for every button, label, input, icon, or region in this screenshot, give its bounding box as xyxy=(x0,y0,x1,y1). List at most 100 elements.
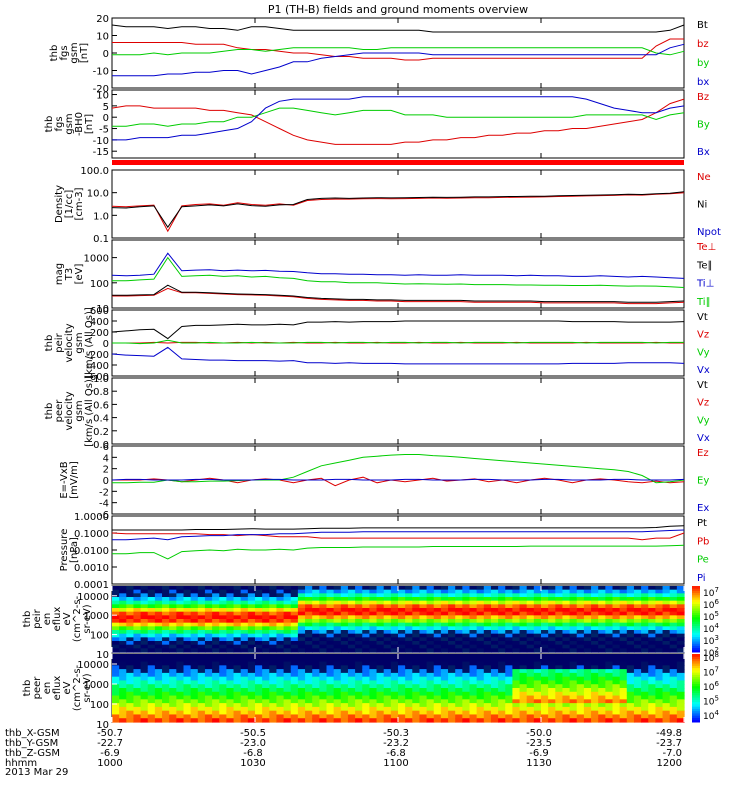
spectrogram-cell xyxy=(283,676,292,682)
spectrogram-cell xyxy=(648,630,656,635)
spectrogram-cell xyxy=(204,688,213,693)
series-line-Pe xyxy=(112,544,685,560)
spectrogram-cell xyxy=(197,626,206,631)
spectrogram-cell xyxy=(312,669,320,674)
spectrogram-cell xyxy=(133,644,142,649)
spectrogram-cell xyxy=(140,619,149,624)
spectrogram-cell xyxy=(305,604,313,609)
spectrogram-cell xyxy=(633,699,642,704)
spectrogram-cell xyxy=(433,703,442,708)
spectrogram-cell xyxy=(512,637,521,642)
spectrogram-cell xyxy=(154,695,163,700)
spectrogram-cell xyxy=(462,648,471,653)
spectrogram-cell xyxy=(648,593,656,598)
series-line-Ti∥ xyxy=(112,256,685,288)
spectrogram-cell xyxy=(641,676,649,682)
spectrogram-cell xyxy=(426,699,435,704)
spectrogram-cell xyxy=(326,657,335,663)
spectrogram-cell xyxy=(162,593,170,598)
spectrogram-cell xyxy=(519,661,528,666)
spectrogram-cell xyxy=(576,630,585,635)
spectrogram-cell xyxy=(233,619,242,624)
spectrogram-cell xyxy=(455,622,463,627)
spectrogram-cell xyxy=(190,589,199,594)
spectrogram-cell xyxy=(305,661,313,666)
spectrogram-cell xyxy=(312,619,320,624)
spectrogram-cell xyxy=(319,615,328,620)
colorbar-segment xyxy=(692,601,700,605)
spectrogram-cell xyxy=(147,586,156,591)
spectrogram-cell xyxy=(426,626,435,631)
spectrogram-cell xyxy=(197,657,206,663)
spectrogram-cell xyxy=(426,680,435,685)
spectrogram-cell xyxy=(591,611,599,616)
spectrogram-cell xyxy=(633,657,642,663)
spectrogram-cell xyxy=(190,684,199,689)
legend-entry: Vy xyxy=(697,347,710,358)
spectrogram-cell xyxy=(583,688,592,693)
spectrogram-cell xyxy=(526,657,535,663)
spectrogram-cell xyxy=(655,703,664,708)
spectrogram-cell xyxy=(541,703,549,708)
spectrogram-cell xyxy=(226,699,235,704)
spectrogram-cell xyxy=(662,641,671,646)
spectrogram-cell xyxy=(505,684,513,689)
spectrogram-cell xyxy=(276,604,285,609)
spectrogram-cell xyxy=(462,604,471,609)
spectrogram-cell xyxy=(598,691,606,697)
spectrogram-cell xyxy=(641,615,649,620)
series-line-Ni xyxy=(111,191,685,229)
spectrogram-cell xyxy=(212,597,220,602)
spectrogram-cell xyxy=(290,714,299,719)
spectrogram-cell xyxy=(505,604,513,609)
spectrogram-cell xyxy=(519,706,528,712)
spectrogram-cell xyxy=(383,657,392,663)
spectrogram-cell xyxy=(126,593,135,598)
spectrogram-cell xyxy=(183,669,192,674)
spectrogram-cell xyxy=(419,676,428,682)
spectrogram-cell xyxy=(462,654,471,659)
spectrogram-cell xyxy=(576,699,585,704)
spectrogram-cell xyxy=(140,648,149,653)
spectrogram-cell xyxy=(655,691,664,697)
spectrogram-cell xyxy=(326,691,335,697)
spectrogram-cell xyxy=(297,604,306,609)
spectrogram-cell xyxy=(204,669,213,674)
spectrogram-cell xyxy=(240,672,249,678)
spectrogram-cell xyxy=(212,672,220,678)
spectrogram-cell xyxy=(483,703,492,708)
spectrogram-cell xyxy=(169,586,177,591)
spectrogram-cell xyxy=(326,608,335,613)
spectrogram-cell xyxy=(605,615,614,620)
spectrogram-cell xyxy=(212,654,220,659)
spectrogram-cell xyxy=(583,637,592,642)
spectrogram-cell xyxy=(662,586,671,591)
spectrogram-cell xyxy=(312,680,320,685)
spectrogram-cell xyxy=(176,661,185,666)
spectrogram-cell xyxy=(476,637,485,642)
spectrogram-cell xyxy=(169,684,177,689)
series-line-bz xyxy=(112,38,684,61)
spectrogram-cell xyxy=(648,589,656,594)
spectrogram-cell xyxy=(555,706,564,712)
spectrogram-cell xyxy=(390,703,399,708)
spectrogram-cell xyxy=(326,710,335,716)
spectrogram-cell xyxy=(162,714,170,719)
spectrogram-cell xyxy=(583,586,592,591)
spectrogram-cell xyxy=(548,669,556,674)
spectrogram-cell xyxy=(641,657,649,663)
spectrogram-cell xyxy=(655,593,664,598)
ephemeris-value: -50.5 xyxy=(240,728,266,739)
spectrogram-cell xyxy=(119,604,127,609)
spectrogram-cell xyxy=(312,626,320,631)
spectrogram-cell xyxy=(340,680,349,685)
spectrogram-cell xyxy=(176,665,185,670)
spectrogram-cell xyxy=(633,586,642,591)
spectrogram-cell xyxy=(383,669,392,674)
spectrogram-cell xyxy=(133,648,142,653)
spectrogram-cell xyxy=(355,710,363,716)
spectrogram-cell xyxy=(390,680,399,685)
spectrogram-cell xyxy=(519,619,528,624)
spectrogram-cell xyxy=(147,615,156,620)
